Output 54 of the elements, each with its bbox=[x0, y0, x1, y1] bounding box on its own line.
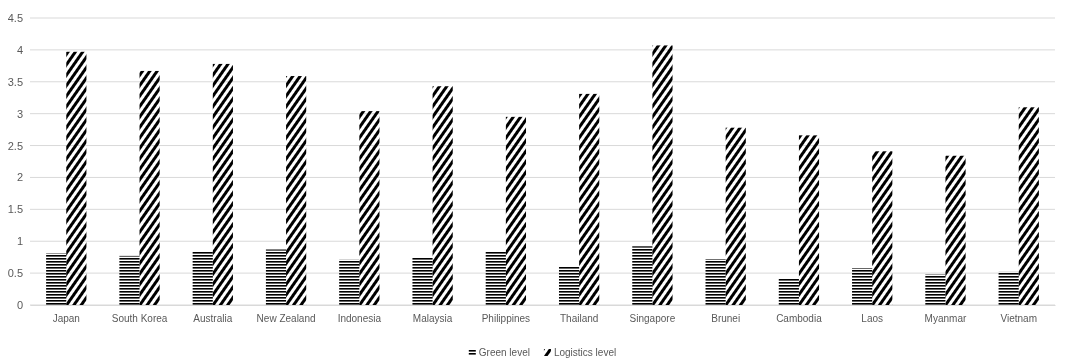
y-tick-label: 0 bbox=[16, 299, 23, 312]
bar bbox=[505, 116, 527, 305]
x-tick-label: Malaysia bbox=[412, 313, 453, 324]
bar bbox=[339, 259, 360, 305]
x-tick-label: Vietnam bbox=[1000, 313, 1037, 324]
bar bbox=[652, 45, 673, 305]
x-tick-label: Singapore bbox=[629, 313, 676, 324]
x-tick-label: Australia bbox=[193, 313, 233, 324]
bar bbox=[558, 266, 580, 305]
bar bbox=[265, 249, 287, 305]
x-tick-label: Philippines bbox=[481, 313, 531, 324]
x-tick-label: South Korea bbox=[111, 313, 168, 324]
bar bbox=[998, 271, 1019, 305]
y-tick-label: 1 bbox=[16, 235, 23, 248]
bar bbox=[1018, 107, 1039, 305]
x-tick-label: Brunei bbox=[711, 313, 741, 324]
x-tick-label: New Zealand bbox=[256, 313, 316, 324]
bar bbox=[286, 76, 307, 305]
y-tick-label: 2.5 bbox=[7, 139, 23, 152]
x-tick-label: Indonesia bbox=[337, 313, 382, 324]
bar bbox=[945, 155, 966, 305]
y-tick-label: 1.5 bbox=[7, 203, 23, 216]
bar bbox=[432, 86, 453, 305]
bar bbox=[852, 268, 873, 305]
y-tick-label: 4 bbox=[16, 43, 23, 56]
bar bbox=[925, 274, 946, 305]
bar bbox=[725, 127, 746, 305]
bar bbox=[485, 251, 506, 305]
bar bbox=[192, 251, 213, 305]
x-tick-label: Cambodia bbox=[776, 313, 823, 324]
x-tick-label: Laos bbox=[861, 313, 884, 324]
bar bbox=[46, 253, 67, 305]
bar bbox=[579, 93, 600, 305]
legend-label: Logistics level bbox=[553, 347, 617, 358]
legend-label: Green level bbox=[478, 347, 530, 358]
bar bbox=[212, 63, 233, 305]
y-tick-label: 0.5 bbox=[7, 267, 23, 280]
y-tick-label: 3.5 bbox=[7, 75, 23, 88]
bar bbox=[872, 151, 893, 305]
y-tick-label: 4.5 bbox=[7, 12, 23, 25]
bar bbox=[705, 259, 726, 305]
y-tick-label: 2 bbox=[16, 171, 23, 184]
bar bbox=[139, 70, 160, 305]
bar bbox=[798, 135, 820, 305]
x-tick-label: Myanmar bbox=[924, 313, 967, 324]
bar bbox=[632, 246, 653, 305]
x-tick-label: Japan bbox=[52, 313, 80, 324]
bar bbox=[119, 255, 140, 305]
bar bbox=[412, 257, 433, 305]
bar bbox=[359, 111, 380, 305]
bar bbox=[66, 51, 87, 305]
y-tick-label: 3 bbox=[16, 107, 23, 120]
x-tick-label: Thailand bbox=[559, 313, 599, 324]
bar bbox=[778, 278, 799, 305]
